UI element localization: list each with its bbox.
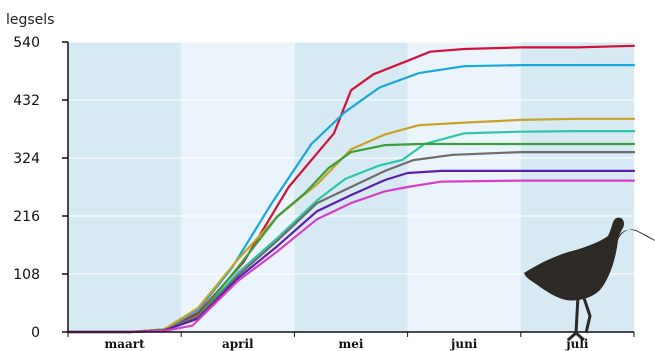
axes [62,41,635,337]
x-tick-labels: maart april mei juni juli [105,337,589,351]
y-tick-label: 0 [31,325,40,341]
month-band-juni [407,42,521,332]
y-tick-label: 540 [13,35,40,51]
month-band-april [181,42,295,332]
x-tick-label-mei: mei [339,337,364,351]
series-line-8 [66,179,636,334]
y-tick-label: 432 [13,93,40,109]
y-axis-label: legsels [6,12,54,28]
y-tick-label: 324 [13,151,40,167]
month-band-maart [68,42,182,332]
curlew-bird-icon [524,217,655,342]
x-tick-label-april: april [222,337,254,351]
x-tick-label-maart: maart [105,337,146,351]
series-lines [66,44,636,334]
y-grid [68,41,634,275]
x-tick-label-juni: juni [450,337,478,351]
y-tick-label: 108 [13,267,40,283]
y-tick-label: 216 [13,209,40,225]
y-tick-labels: 0 108 216 324 432 540 [13,35,40,341]
series-line-3 [66,117,636,334]
